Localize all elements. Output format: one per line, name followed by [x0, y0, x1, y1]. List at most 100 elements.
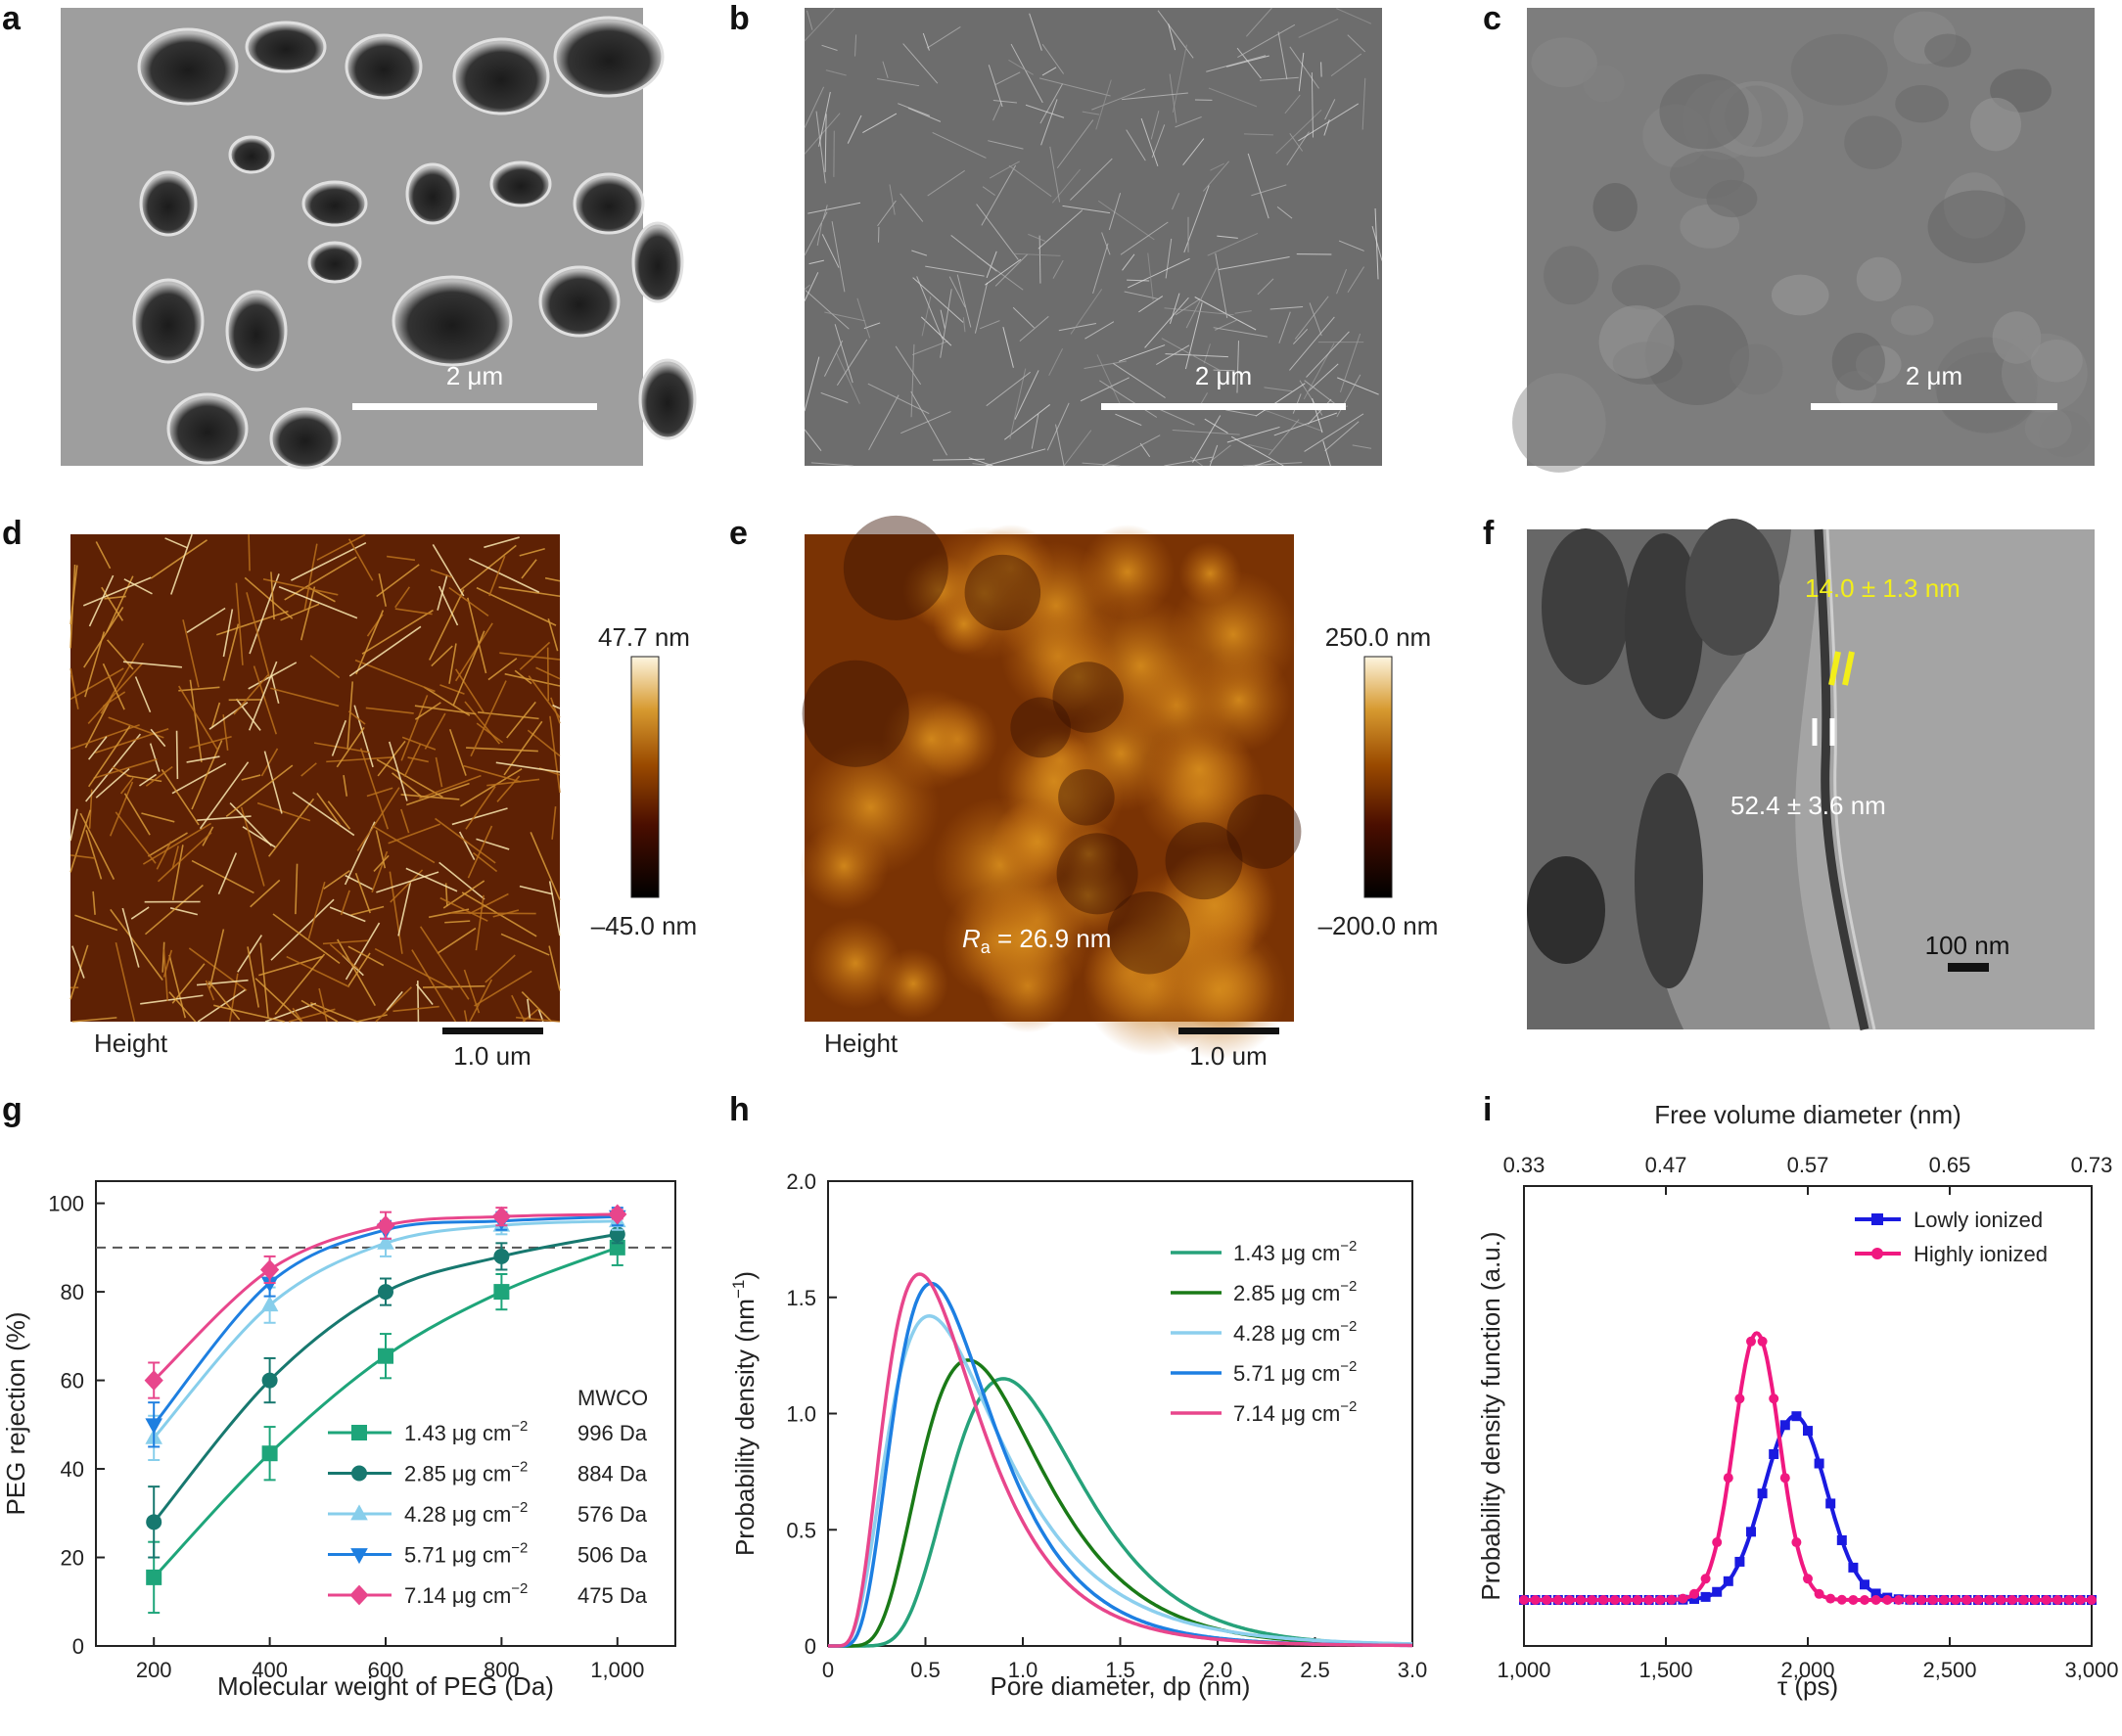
i-y-axis-title: Probability density function (a.u.) [1476, 1231, 1505, 1600]
i-data-point [1848, 1562, 1859, 1573]
g-legend-mwco: 996 Da [577, 1421, 648, 1445]
panel-f-label: f [1483, 515, 1495, 552]
i-data-point [1552, 1595, 1563, 1605]
i-data-point [1542, 1595, 1552, 1605]
colorbar-d-max: 47.7 nm [598, 622, 690, 652]
scale-f-label: 100 nm [1925, 931, 2010, 960]
legend-label: 4.28 μg cm−2 [1233, 1318, 1357, 1346]
i-data-point [1746, 1527, 1756, 1537]
g-y-tick-label: 100 [48, 1192, 84, 1216]
i-data-point [1700, 1574, 1711, 1584]
i-data-point [1825, 1593, 1836, 1604]
g-series-line [153, 1214, 618, 1426]
legend-label: Highly ionized [1914, 1242, 2048, 1266]
g-x-tick-label: 1,000 [590, 1658, 644, 1682]
colorbar-e-max: 250.0 nm [1325, 622, 1431, 652]
i-top-tick-label: 0.73 [2071, 1153, 2113, 1177]
g-legend-mwco: 506 Da [577, 1543, 648, 1568]
i-data-point [1836, 1534, 1847, 1545]
g-data-point [260, 1296, 279, 1312]
ra-label: Ra = 26.9 nm [962, 924, 1111, 957]
colorbar-e [1363, 656, 1393, 898]
g-data-point [493, 1284, 510, 1301]
i-x-tick-label: 1,500 [1638, 1658, 1692, 1682]
i-data-point [1757, 1336, 1768, 1347]
i-data-point [1803, 1574, 1813, 1584]
i-data-point [1621, 1595, 1632, 1605]
i-legend-item: Lowly ionized [1855, 1208, 2043, 1232]
colorbar-d [630, 656, 660, 898]
i-data-point [1950, 1595, 1961, 1605]
i-data-point [1973, 1595, 1983, 1605]
h-y-tick-label: 0.5 [786, 1518, 816, 1542]
i-data-point [1564, 1595, 1575, 1605]
g-y-axis-title: PEG rejection (%) [1, 1311, 30, 1515]
i-data-point [1655, 1594, 1666, 1605]
g-legend-item: 1.43 μg cm−2 996 Da [328, 1418, 648, 1445]
colorbar-e-min: –200.0 nm [1318, 911, 1439, 940]
i-data-point [1860, 1579, 1869, 1590]
i-data-point [1791, 1537, 1802, 1548]
g-series-line [153, 1232, 619, 1524]
i-data-point [1734, 1393, 1745, 1404]
g-data-point [261, 1372, 278, 1389]
i-data-point [1712, 1537, 1723, 1548]
i-data-point [1779, 1420, 1790, 1431]
i-data-point [1666, 1594, 1677, 1605]
i-data-point [1870, 1588, 1881, 1599]
i-data-point [2041, 1595, 2052, 1605]
legend-label: 1.43 μg cm−2 [404, 1418, 528, 1445]
i-data-point [1587, 1595, 1597, 1605]
g-x-axis-title: Molecular weight of PEG (Da) [217, 1671, 554, 1701]
h-y-tick-label: 2.0 [786, 1169, 816, 1194]
g-data-point [493, 1248, 510, 1264]
h-y-axis-title: Probability density (nm−1) [729, 1271, 760, 1556]
sem-image-c: 2 μm [1512, 8, 2095, 473]
legend-label: 2.85 μg cm−2 [404, 1459, 528, 1486]
h-x-tick-label: 3.0 [1398, 1658, 1428, 1682]
g-legend-item: 4.28 μg cm−2 576 Da [328, 1499, 648, 1527]
g-data-point [491, 1206, 511, 1227]
i-top-axis-title: Free volume diameter (nm) [1654, 1100, 1961, 1129]
h-x-tick-label: 2.0 [1203, 1658, 1233, 1682]
h-legend-item: 2.85 μg cm−2 [1171, 1278, 1357, 1305]
i-data-point [1723, 1576, 1733, 1586]
g-legend-item: 2.85 μg cm−2 884 Da [328, 1459, 648, 1486]
i-x-tick-label: 1,000 [1497, 1658, 1550, 1682]
legend-label: 4.28 μg cm−2 [404, 1499, 528, 1527]
panel-b-label: b [729, 0, 750, 37]
g-y-tick-label: 60 [61, 1369, 84, 1393]
g-data-point [378, 1284, 393, 1301]
legend-label: 2.85 μg cm−2 [1233, 1278, 1357, 1305]
i-data-point [1723, 1473, 1733, 1484]
h-x-tick-label: 0.5 [910, 1658, 941, 1682]
i-data-point [1984, 1595, 1995, 1605]
g-data-point [146, 1514, 162, 1530]
i-data-point [1746, 1336, 1756, 1347]
i-data-point [1678, 1593, 1688, 1604]
i-data-point [1734, 1556, 1745, 1567]
sem-image-a: 2 μm [61, 8, 697, 470]
i-top-tick-label: 0.47 [1645, 1153, 1687, 1177]
i-data-point [1598, 1595, 1609, 1605]
i-data-point [1779, 1473, 1790, 1484]
g-data-point [260, 1259, 280, 1280]
h-y-tick-label: 1.0 [786, 1402, 816, 1427]
h-x-tick-label: 0 [822, 1658, 834, 1682]
i-series-line-1 [1524, 1331, 2092, 1602]
i-legend-item: Highly ionized [1855, 1242, 2048, 1266]
panel-h-label: h [729, 1091, 750, 1128]
g-legend-marker [351, 1465, 367, 1482]
g-legend-mwco: 576 Da [577, 1502, 648, 1527]
measure-2-label: 52.4 ± 3.6 nm [1730, 791, 1886, 820]
g-legend-item: 7.14 μg cm−2 475 Da [328, 1580, 648, 1608]
g-data-point [377, 1233, 394, 1250]
i-data-point [1757, 1488, 1768, 1499]
g-legend-marker [350, 1548, 368, 1565]
tem-image-f: 14.0 ± 1.3 nm 52.4 ± 3.6 nm 100 nm [1527, 519, 2095, 1030]
h-legend-item: 7.14 μg cm−2 [1171, 1398, 1357, 1426]
g-x-tick-label: 800 [484, 1658, 520, 1682]
g-data-point [260, 1276, 279, 1293]
g-y-tick-label: 20 [61, 1546, 84, 1571]
i-data-point [1848, 1594, 1859, 1605]
